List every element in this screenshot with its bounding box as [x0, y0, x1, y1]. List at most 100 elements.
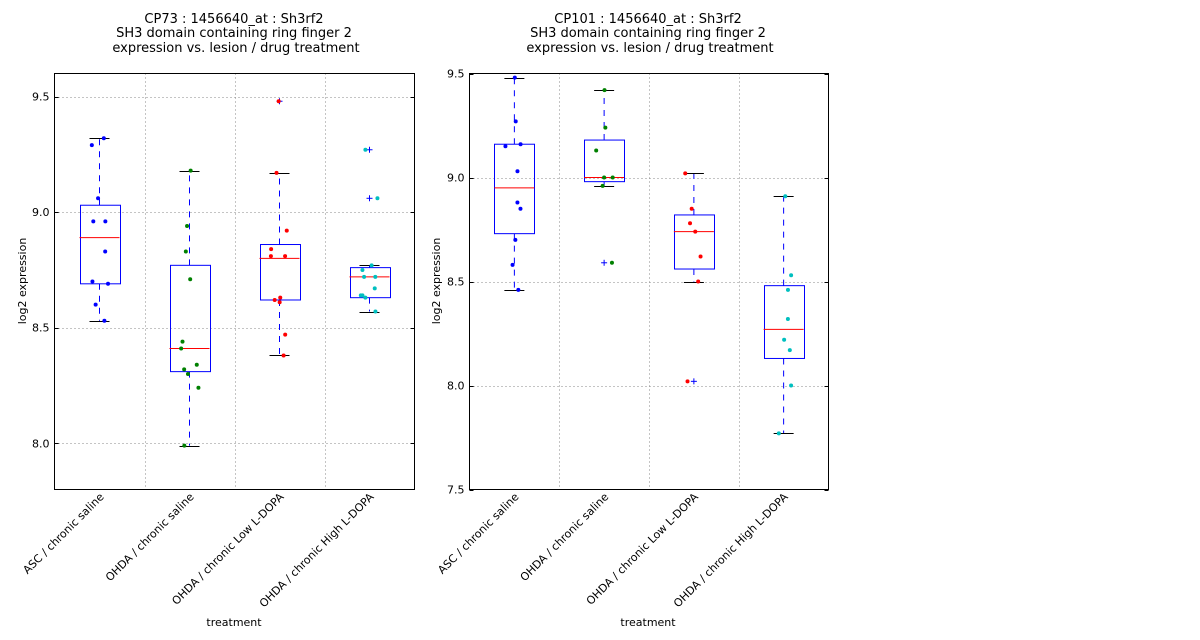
- box-group: [763, 194, 805, 436]
- box-plots: [79, 98, 391, 448]
- data-point: [272, 297, 277, 302]
- box-iqr: [494, 143, 535, 235]
- data-point: [179, 346, 184, 351]
- data-point: [689, 206, 694, 211]
- data-point: [789, 273, 794, 278]
- data-point: [785, 287, 790, 292]
- data-point: [373, 274, 378, 279]
- data-point: [693, 229, 698, 234]
- chart-title-line-3: expression vs. lesion / drug treatment: [112, 41, 359, 56]
- data-point: [276, 99, 281, 104]
- data-point: [362, 274, 367, 279]
- data-point: [283, 332, 288, 337]
- chart-panel-cp73: CP73 : 1456640_at : Sh3rf2 SH3 domain co…: [16, 12, 415, 629]
- data-point: [372, 286, 377, 291]
- y-axis-ticks: 8.0 8.5 9.0 9.5: [32, 91, 415, 450]
- data-point: [182, 367, 187, 372]
- data-point: [196, 385, 201, 390]
- data-point: [185, 371, 190, 376]
- plot-area-frame: [469, 73, 829, 490]
- box-iqr: [350, 267, 391, 299]
- data-point: [512, 75, 517, 80]
- data-point: [513, 119, 518, 124]
- data-point: [516, 287, 521, 292]
- x-tick-label: ASC / chronic saline: [435, 490, 521, 576]
- chart-title-line-3: expression vs. lesion / drug treatment: [526, 41, 773, 56]
- data-point: [103, 219, 108, 224]
- data-point: [783, 194, 788, 199]
- data-point: [106, 281, 111, 286]
- data-point: [688, 221, 693, 226]
- data-point: [503, 144, 508, 149]
- data-point: [180, 339, 185, 344]
- data-point: [284, 228, 289, 233]
- data-point: [602, 175, 607, 180]
- data-point: [683, 171, 688, 176]
- y-tick-label: 8.0: [32, 437, 50, 450]
- data-point: [185, 224, 190, 229]
- x-tick-label: OHDA / chronic saline: [518, 490, 612, 584]
- data-point: [90, 279, 95, 284]
- y-axis-label: log2 expression: [430, 238, 443, 325]
- data-point: [789, 383, 794, 388]
- box-iqr: [674, 214, 715, 270]
- data-point: [776, 431, 781, 436]
- data-point: [513, 237, 518, 242]
- box-iqr: [764, 285, 805, 359]
- data-point: [360, 293, 365, 298]
- box-group: [259, 98, 301, 358]
- data-point: [101, 136, 106, 141]
- chart-panel-cp101: CP101 : 1456640_at : Sh3rf2 SH3 domain c…: [430, 12, 829, 629]
- data-point: [188, 277, 193, 282]
- data-point: [363, 147, 368, 152]
- y-tick-label: 7.5: [447, 484, 465, 497]
- plot-area-frame: [54, 73, 415, 490]
- data-point: [194, 362, 199, 367]
- y-tick-label: 9.5: [32, 91, 50, 104]
- data-point: [685, 379, 690, 384]
- box-iqr: [170, 264, 211, 373]
- box-group: [169, 168, 211, 448]
- data-point: [360, 267, 365, 272]
- y-tick-label: 8.5: [32, 322, 50, 335]
- data-point: [269, 247, 274, 252]
- chart-title-line-1: CP101 : 1456640_at : Sh3rf2: [554, 12, 741, 27]
- box-iqr: [260, 244, 301, 301]
- data-point: [515, 169, 520, 174]
- box-iqr: [80, 204, 121, 285]
- data-point: [91, 219, 96, 224]
- data-point: [510, 262, 515, 267]
- data-point: [787, 348, 792, 353]
- y-axis-label: log2 expression: [16, 238, 29, 325]
- x-tick-label: OHDA / chronic saline: [103, 490, 197, 584]
- grid-lines: [469, 73, 829, 490]
- data-point: [188, 168, 193, 173]
- data-point: [785, 316, 790, 321]
- data-point: [602, 88, 607, 93]
- data-point: [102, 318, 107, 323]
- y-tick-label: 9.5: [447, 68, 465, 81]
- box-plots: [494, 75, 805, 436]
- chart-title-line-2: SH3 domain containing ring finger 2: [116, 26, 352, 41]
- data-point: [515, 200, 520, 205]
- data-point: [96, 196, 101, 201]
- data-point: [268, 254, 273, 259]
- data-point: [375, 196, 380, 201]
- y-axis-ticks: 7.5 8.0 8.5 9.0 9.5: [447, 68, 829, 497]
- data-point: [278, 295, 283, 300]
- y-tick-label: 9.0: [447, 172, 465, 185]
- y-tick-label: 8.5: [447, 276, 465, 289]
- box-group: [79, 136, 121, 323]
- data-point: [594, 148, 599, 153]
- data-point: [89, 143, 94, 148]
- data-point: [283, 254, 288, 259]
- y-tick-label: 9.0: [32, 206, 50, 219]
- box-group: [349, 146, 391, 314]
- y-tick-label: 8.0: [447, 380, 465, 393]
- data-point: [363, 295, 368, 300]
- data-point: [698, 254, 703, 259]
- chart-title-line-1: CP73 : 1456640_at : Sh3rf2: [144, 12, 323, 27]
- data-point: [281, 353, 286, 358]
